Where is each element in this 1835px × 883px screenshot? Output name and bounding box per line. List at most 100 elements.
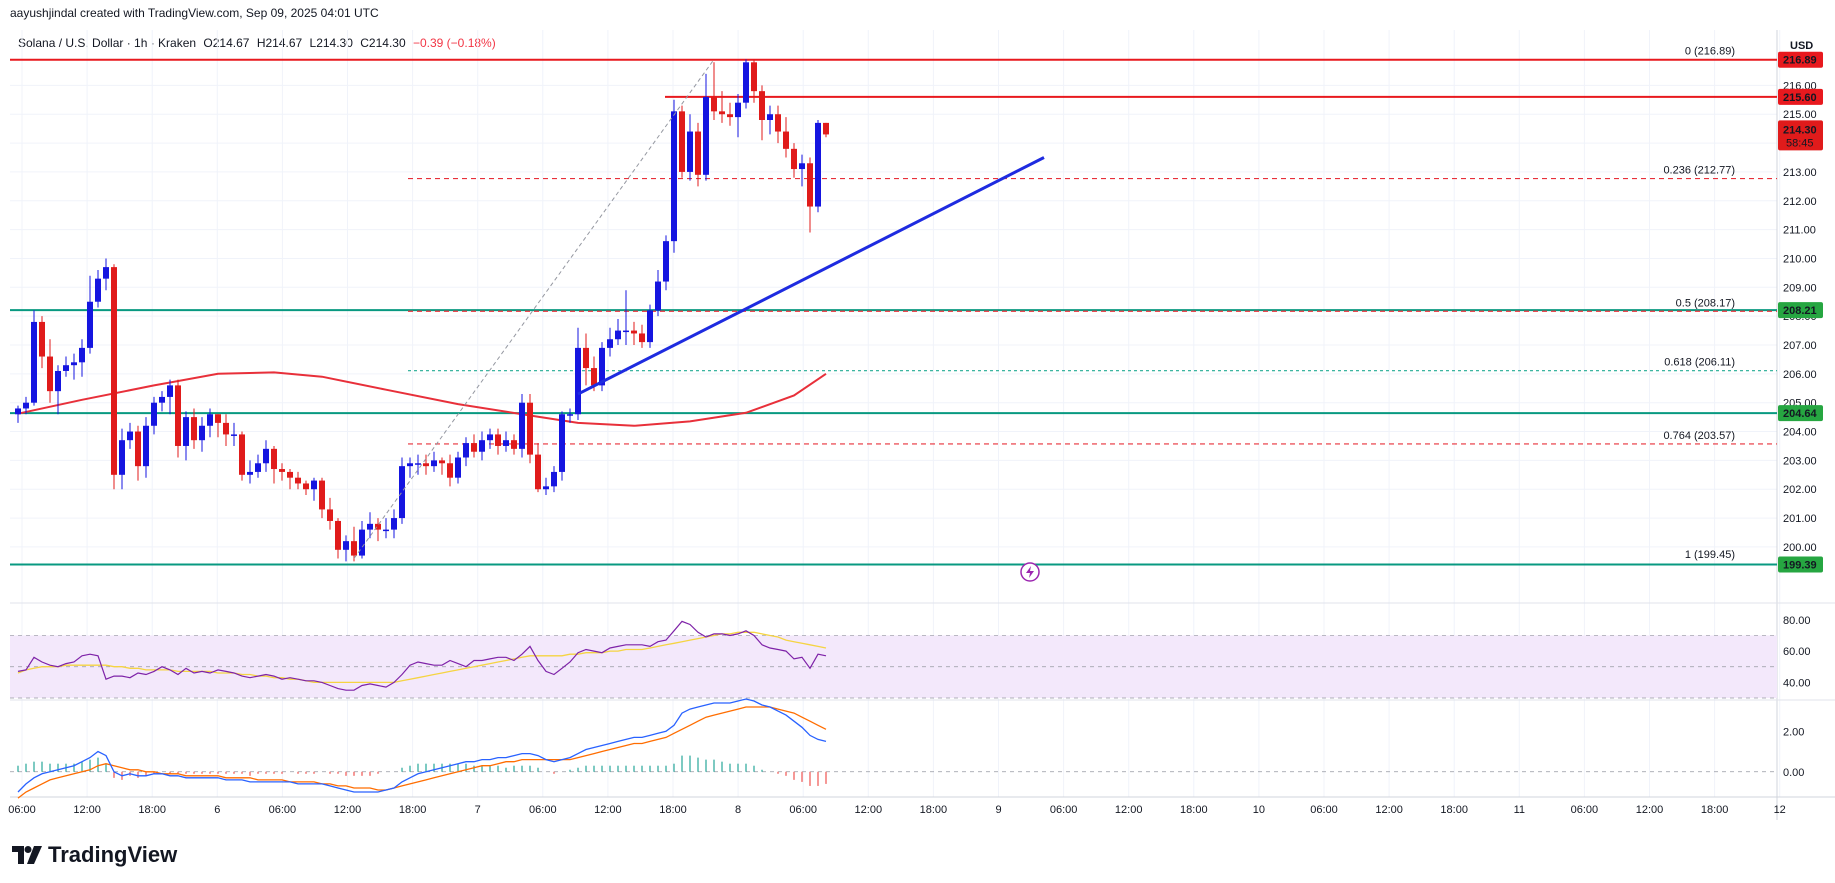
macd-signal-line: [17, 706, 827, 799]
candle-bearish: [295, 471, 301, 490]
tradingview-logo[interactable]: TradingView: [12, 842, 177, 868]
candle-bullish: [247, 460, 253, 484]
price-tick-label: 203.00: [1783, 455, 1817, 467]
candle-body: [279, 469, 285, 472]
candle-body: [687, 131, 693, 172]
candle-bullish: [551, 466, 557, 493]
time-tick-label: 12:00: [73, 804, 101, 816]
candle-body: [751, 62, 757, 92]
candle-body: [487, 434, 493, 441]
candle-bearish: [791, 143, 797, 178]
time-tick-label: 18:00: [659, 804, 687, 816]
candle-bearish: [375, 518, 381, 542]
candle-bullish: [127, 422, 133, 449]
candle-body: [167, 385, 173, 397]
candle-body: [711, 96, 717, 112]
candle-bearish: [287, 469, 293, 490]
time-tick-label: 06:00: [529, 804, 557, 816]
candle-bullish: [607, 327, 613, 357]
candle-bullish: [799, 154, 805, 187]
candle-bullish: [647, 304, 653, 348]
candle-body: [775, 114, 781, 132]
candle-body: [575, 347, 581, 415]
price-tick-label: 206.00: [1783, 369, 1817, 381]
candle-body: [583, 347, 589, 369]
candle-body: [607, 339, 613, 348]
macd-tick-label: 0.00: [1783, 767, 1804, 779]
candle-body: [679, 111, 685, 172]
candle-body: [695, 131, 701, 175]
candle-body: [55, 370, 61, 392]
candle-bearish: [39, 316, 45, 369]
candle-body: [599, 347, 605, 386]
candle-body: [127, 431, 133, 441]
chart-credit: aayushjindal created with TradingView.co…: [10, 6, 379, 20]
candle-body: [263, 448, 269, 464]
rsi-tick-label: 80.00: [1783, 615, 1811, 627]
candle-body: [375, 523, 381, 530]
candle-bullish: [735, 94, 741, 138]
symbol-legend: Solana / U.S. Dollar · 1h · Kraken O214.…: [18, 36, 496, 50]
fib-level-label: 1 (199.45): [1685, 549, 1735, 561]
candle-body: [807, 163, 813, 207]
candle-bullish: [103, 258, 109, 291]
candle-bullish: [543, 477, 549, 495]
candle-bearish: [175, 379, 181, 458]
price-axis: 200.00201.00202.00203.00204.00205.00206.…: [1783, 40, 1817, 554]
support-price-tag: [1778, 556, 1823, 573]
candle-body: [815, 122, 821, 207]
candle-bullish: [567, 408, 573, 423]
last-price-tag: [1778, 120, 1823, 151]
candle-body: [559, 414, 565, 472]
candle-body: [511, 440, 517, 449]
support-price-tag-text: 208.21: [1783, 305, 1817, 317]
macd-line: [17, 698, 827, 793]
candle-bearish: [319, 477, 325, 519]
candle-bullish: [663, 235, 669, 291]
candle-bullish: [407, 457, 413, 478]
candle-bullish: [743, 59, 749, 109]
candle-body: [471, 443, 477, 452]
candle-bearish: [583, 333, 589, 386]
time-tick-label: 18:00: [1440, 804, 1468, 816]
candle-bullish: [767, 105, 773, 135]
candle-bullish: [167, 379, 173, 415]
candle-body: [431, 460, 437, 467]
support-price-tag-text: 204.64: [1783, 408, 1818, 420]
candle-bearish: [719, 91, 725, 123]
candle-bearish: [239, 431, 245, 481]
rsi-tick-label: 60.00: [1783, 646, 1811, 658]
candle-body: [311, 480, 317, 490]
price-tick-label: 209.00: [1783, 282, 1817, 294]
candle-body: [95, 278, 101, 302]
candle-body: [351, 541, 357, 556]
candle-bullish: [199, 417, 205, 452]
candle-body: [71, 362, 77, 366]
candle-body: [655, 281, 661, 311]
time-tick-label: 12:00: [855, 804, 883, 816]
candle-bullish: [703, 73, 709, 181]
candlestick-series: [15, 59, 829, 562]
candle-bullish: [503, 431, 509, 452]
candle-bearish: [631, 321, 637, 345]
candle-body: [631, 330, 637, 334]
currency-label: USD: [1790, 40, 1813, 52]
candle-body: [239, 434, 245, 475]
candle-bearish: [711, 62, 717, 120]
candle-body: [231, 434, 237, 436]
support-price-tag-text: 199.39: [1783, 560, 1817, 572]
resistance-price-tag-text: 216.89: [1783, 55, 1817, 67]
candle-body: [735, 102, 741, 118]
time-tick-label: 18:00: [138, 804, 166, 816]
candle-body: [799, 163, 805, 170]
time-tick-label: 10: [1253, 804, 1265, 816]
candle-body: [247, 471, 253, 475]
candle-body: [335, 520, 341, 550]
candle-body: [527, 402, 533, 455]
candle-body: [671, 111, 677, 242]
candle-body: [255, 463, 261, 472]
candle-bullish: [159, 391, 165, 412]
time-tick-label: 8: [735, 804, 741, 816]
symbol-name[interactable]: Solana / U.S. Dollar · 1h · Kraken: [18, 36, 197, 50]
